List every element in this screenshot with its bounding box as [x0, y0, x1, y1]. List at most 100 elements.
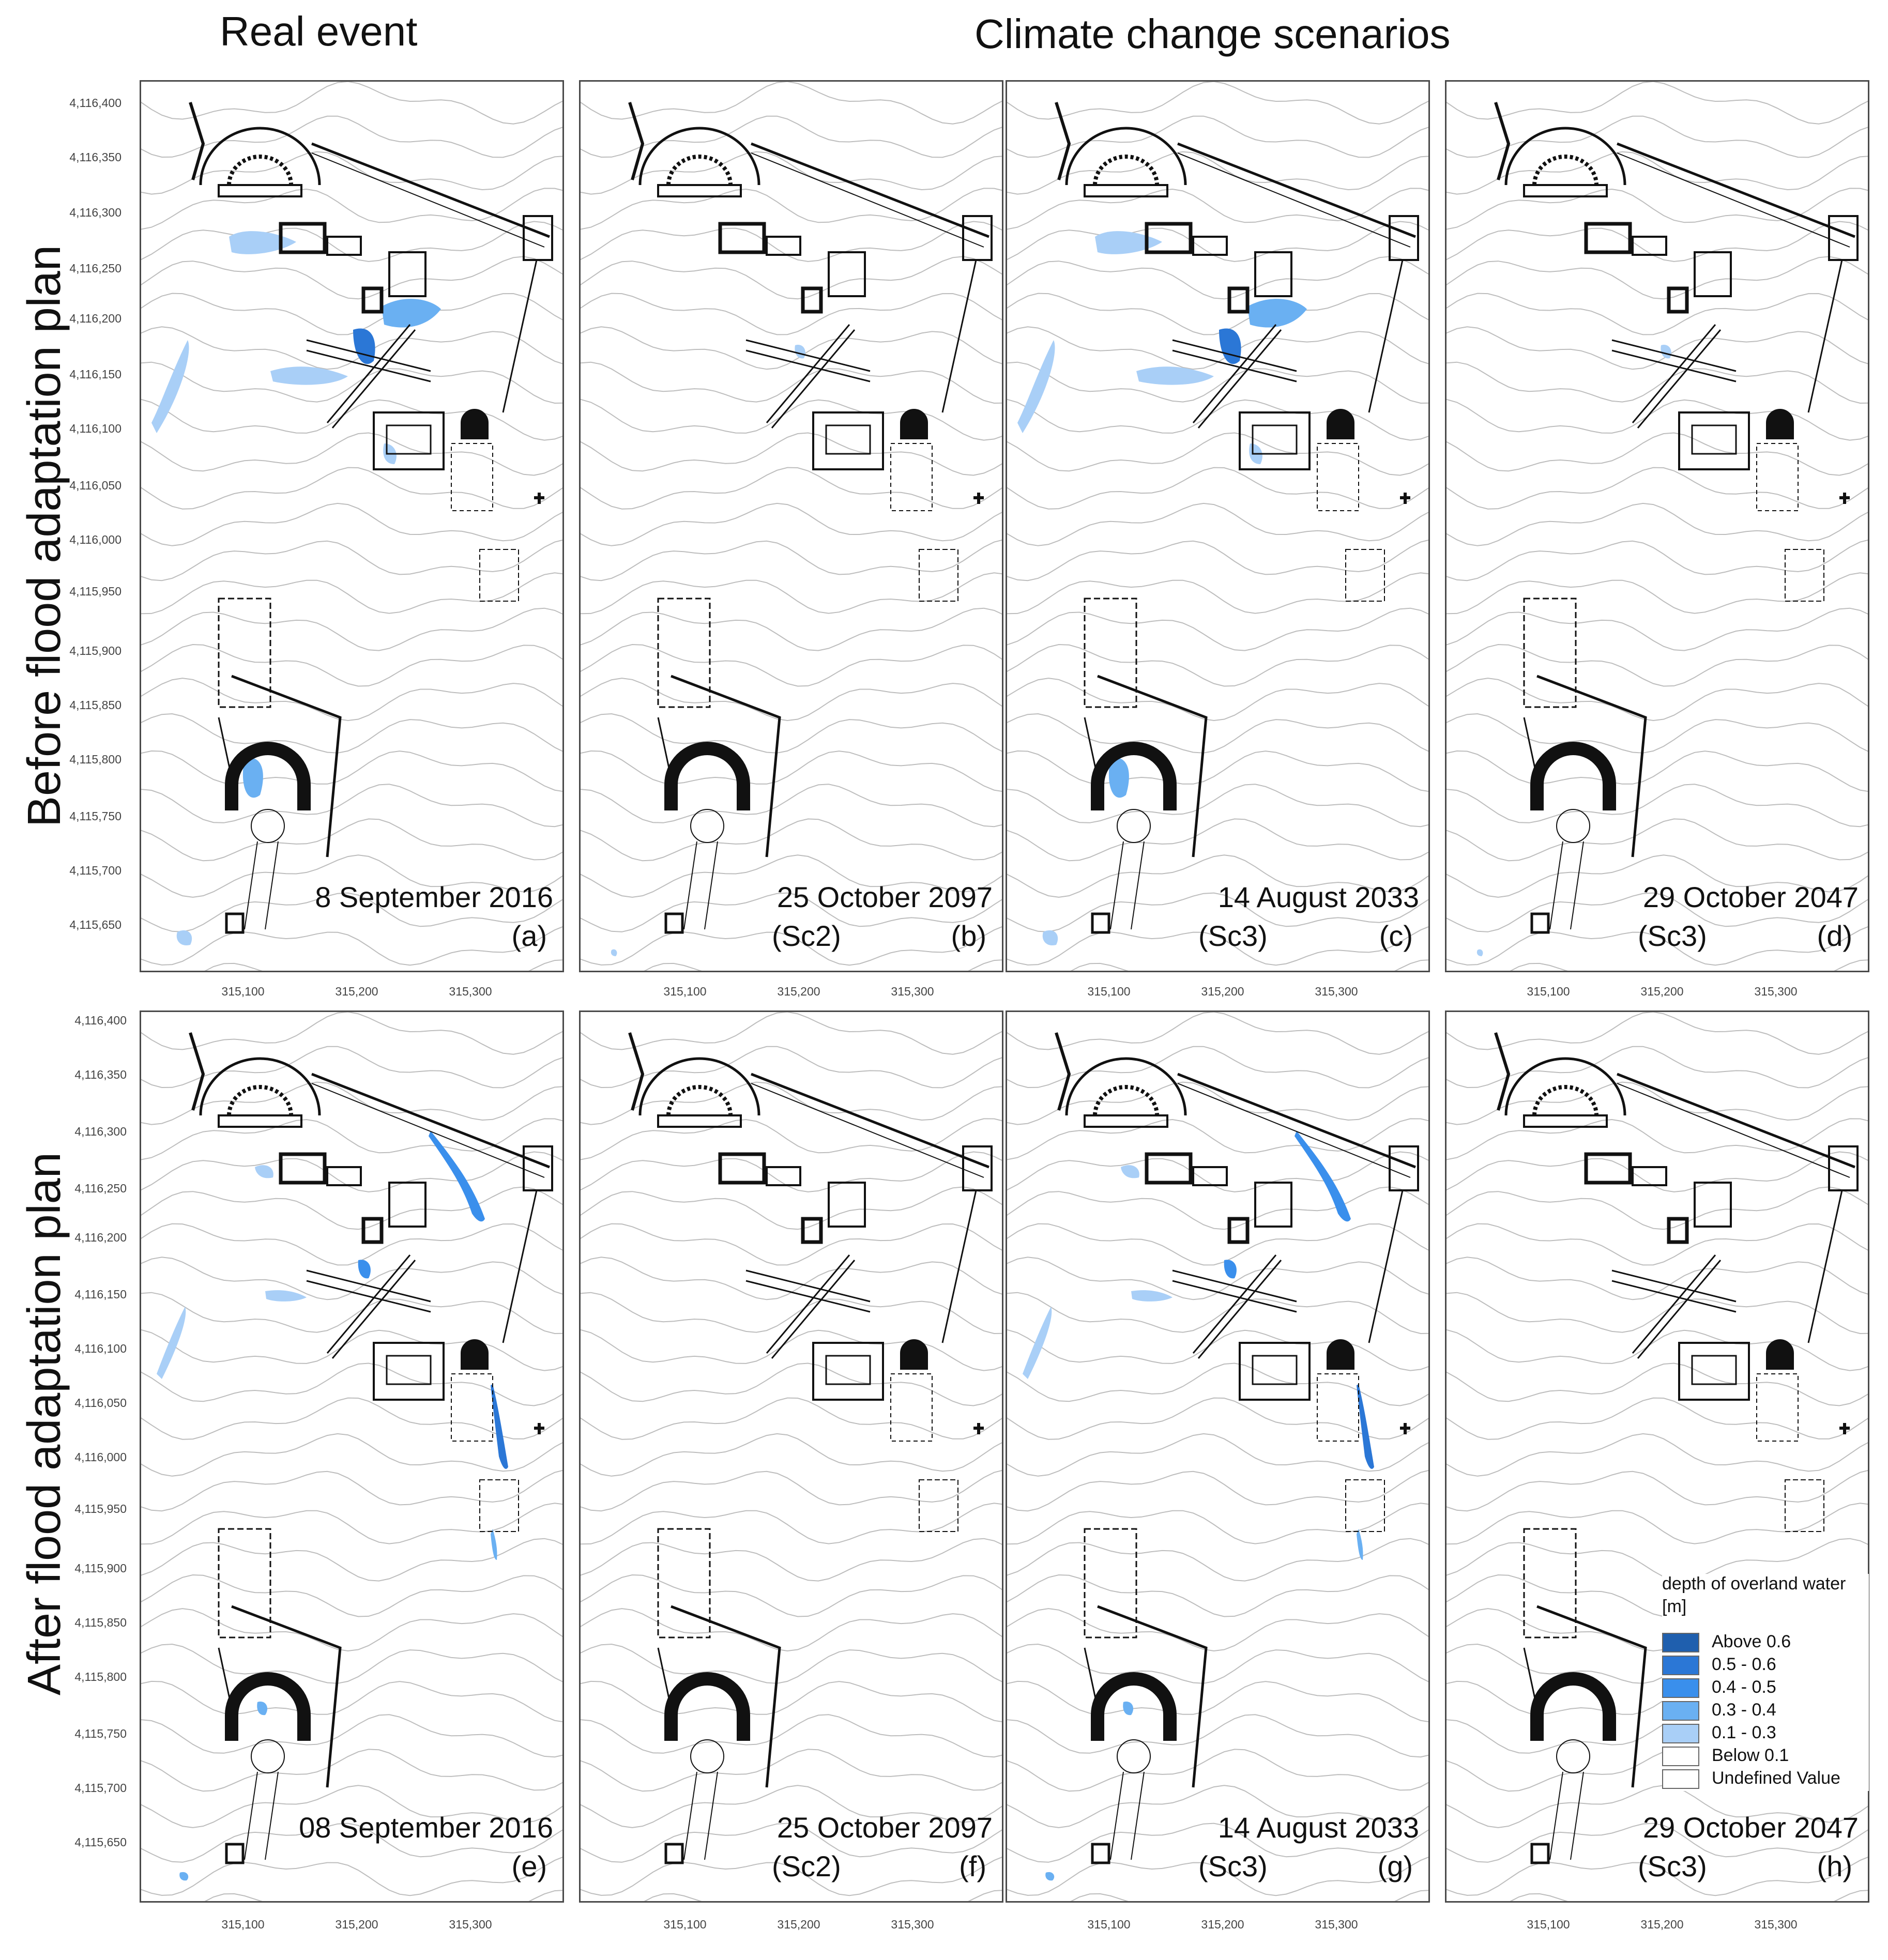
gymnasium: [1084, 598, 1137, 708]
x-tick-label: 315,300: [1315, 985, 1358, 998]
flood-patch: [491, 1529, 497, 1560]
contour-line: [141, 713, 562, 754]
stoa-end: [523, 215, 553, 261]
contour-line: [581, 1538, 1002, 1582]
road: [745, 1280, 871, 1313]
flood-patch: [1357, 1529, 1363, 1560]
legend-swatch: [1662, 1656, 1699, 1675]
temple: [828, 251, 866, 297]
sanctuary-temple: [825, 424, 871, 455]
contour-line: [1007, 1329, 1428, 1371]
contour-line: [1007, 926, 1428, 966]
panel-scenario: (Sc2): [772, 920, 841, 952]
round-building: [1766, 409, 1794, 439]
stadium: [225, 742, 311, 810]
contour-line: [1007, 1823, 1428, 1863]
road: [1611, 349, 1737, 382]
building: [1227, 1217, 1250, 1244]
contour-line: [141, 1257, 562, 1300]
flood-patch: [176, 930, 192, 945]
theatre-cavea: [227, 155, 293, 186]
contour-line: [581, 1118, 1002, 1160]
ruins: [1756, 1373, 1799, 1442]
contour-line: [1007, 713, 1428, 754]
y-tick-label: 4,115,650: [74, 1835, 127, 1849]
ruins: [1317, 1373, 1359, 1442]
stadium-wall: [1097, 675, 1208, 858]
legend-item: 0.3 - 0.4: [1662, 1699, 1869, 1722]
contour-line: [581, 1714, 1002, 1758]
sanctuary-temple: [386, 424, 432, 455]
stadium: [1530, 742, 1616, 810]
flood-patch: [429, 1131, 485, 1222]
legend-swatch: [1662, 1633, 1699, 1652]
temple: [1254, 1182, 1292, 1228]
panel-scenario: (Sc2): [772, 1850, 841, 1882]
contour-line: [1447, 818, 1868, 862]
contour-line: [141, 678, 562, 722]
contour-line: [1447, 467, 1868, 510]
ruins-east: [1345, 549, 1385, 602]
small-building: [1091, 912, 1110, 934]
road: [306, 1280, 431, 1313]
legend-item: Undefined Value: [1662, 1767, 1869, 1790]
stadium-circle: [1117, 809, 1151, 843]
panel-date: 25 October 2097: [776, 881, 993, 913]
road: [326, 1254, 411, 1354]
y-tick-label: 4,116,100: [74, 1342, 127, 1355]
x-tick-label: 315,100: [663, 1918, 707, 1931]
map-panel-c: 14 August 2033 (Sc3) (c): [1006, 80, 1430, 972]
gymnasium: [218, 1528, 271, 1639]
site-plan: [1055, 102, 1419, 934]
contour-line: [1447, 1329, 1868, 1371]
stadium-circle: [1556, 809, 1590, 843]
wall-segment: [1055, 102, 1071, 180]
legend-item: 0.1 - 0.3: [1662, 1722, 1869, 1744]
contour-line: [1447, 1292, 1868, 1335]
flood-extent: [611, 345, 805, 956]
portico: [1177, 142, 1416, 238]
building: [1632, 1166, 1667, 1186]
x-tick-label: 315,100: [1527, 985, 1570, 998]
building: [1192, 236, 1228, 256]
sanctuary: [1678, 411, 1750, 470]
contour-line: [204, 959, 562, 971]
contour-line: [581, 221, 1002, 262]
ruins-east: [479, 549, 519, 602]
building: [326, 236, 362, 256]
road: [1192, 324, 1277, 423]
road: [1172, 349, 1297, 382]
contour-line: [581, 1223, 1002, 1266]
contour-line: [141, 1223, 562, 1266]
flood-extent: [1476, 345, 1671, 956]
road: [306, 339, 431, 372]
theatre-outline: [1504, 127, 1626, 186]
contour-line: [1007, 1223, 1428, 1266]
sanctuary: [1239, 411, 1311, 470]
ruins-east: [1345, 1479, 1385, 1532]
temple: [1254, 251, 1292, 297]
contour-line: [1447, 1503, 1868, 1545]
building: [766, 1166, 801, 1186]
wall-segment: [628, 102, 645, 180]
contour-line: [1447, 82, 1868, 125]
map-panel-g: 14 August 2033 (Sc3) (g): [1006, 1010, 1430, 1903]
contour-line: [1447, 750, 1868, 792]
x-tick-label: 315,200: [335, 1918, 378, 1931]
contour-line: [141, 256, 562, 300]
y-tick-label: 4,115,700: [69, 864, 121, 877]
contour-line: [1510, 1890, 1868, 1901]
contour-line: [1007, 607, 1428, 651]
x-tick-label: 315,100: [221, 985, 265, 998]
stadium-lines: [1110, 1771, 1145, 1860]
flood-patch: [1131, 1290, 1173, 1301]
contour-line: [1007, 1538, 1428, 1582]
road: [745, 1269, 871, 1303]
ruins-east: [479, 1479, 519, 1532]
contour-line: [1447, 1257, 1868, 1300]
contour-line: [1447, 572, 1868, 615]
flood-patch: [270, 366, 348, 385]
panel-date: 8 September 2016: [315, 881, 553, 913]
map-canvas: [1447, 82, 1868, 971]
stoa-end: [962, 215, 993, 261]
